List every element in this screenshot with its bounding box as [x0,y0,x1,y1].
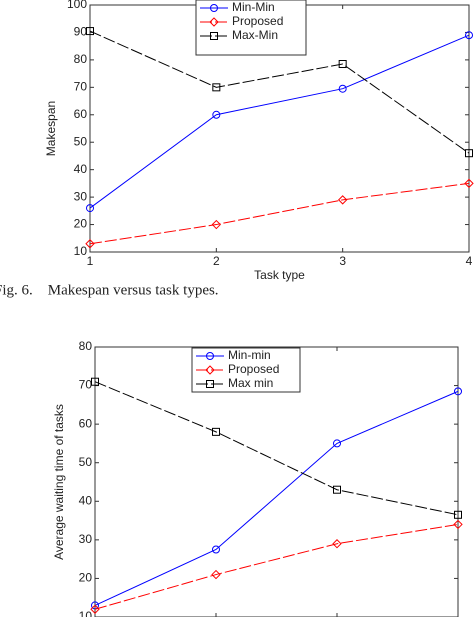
x-tick-label: 1 [87,254,94,268]
y-tick-label: 60 [79,416,93,430]
series-line [94,381,459,516]
y-tick-label: 70 [74,80,88,94]
y-tick-label: 20 [74,217,88,231]
series [86,31,473,213]
marker [453,519,463,530]
marker [333,439,341,448]
series [86,27,473,158]
y-tick-label: 10 [74,244,88,258]
legend-label: Max min [228,376,273,390]
legend-marker [206,380,214,388]
legend-label: Proposed [228,362,279,376]
y-tick-label: 50 [74,134,88,148]
y-tick-label: 80 [74,52,88,66]
marker [465,31,473,40]
marker [464,178,474,189]
y-tick-label: 10 [79,609,93,617]
marker [454,510,462,519]
x-tick-label: 2 [213,254,220,268]
y-tick-label: 40 [79,493,93,507]
marker [454,387,462,396]
series-line [89,30,470,154]
marker [91,377,99,386]
x-tick-label: 3 [339,254,346,268]
legend-marker [210,32,218,40]
series-line [89,182,470,245]
series-line [94,390,459,606]
legend-label: Proposed [232,14,283,28]
y-tick-label: 100 [67,0,87,11]
series-line [94,523,459,610]
marker [212,110,221,119]
marker [212,427,220,436]
series [85,178,474,249]
y-axis-label: Average waiting time of tasks [52,404,66,560]
marker [333,485,341,494]
legend-box [191,347,301,393]
y-tick-label: 30 [74,189,88,203]
marker [90,604,100,614]
marker [86,204,94,213]
legend-label: Min-Min [232,0,275,14]
legend-marker [210,4,218,12]
legend-marker [206,352,214,360]
plot-frame [94,346,459,617]
y-tick-label: 40 [74,162,88,176]
y-axis-label: Makespan [44,101,58,156]
marker [212,83,221,92]
y-tick-label: 20 [79,571,93,585]
y-tick-label: 50 [79,455,93,469]
y-tick-label: 30 [79,532,93,546]
marker [212,545,220,554]
x-axis-label: Task type [254,268,305,282]
marker [86,27,94,36]
legend-marker [209,17,219,27]
legend-marker [205,365,215,375]
marker [338,84,347,93]
y-tick-label: 70 [79,378,93,392]
marker [332,539,342,549]
y-tick-label: 80 [79,339,93,353]
y-tick-label: 60 [74,107,88,121]
marker [211,569,221,580]
y-tick-label: 90 [74,25,88,39]
marker [338,60,347,69]
series [91,387,462,610]
marker [337,195,348,205]
marker [85,239,95,249]
x-tick-label: 4 [466,254,473,268]
legend-label: Min-min [228,348,271,362]
marker [465,149,473,158]
figure-caption: Fig. 6. Makespan versus task types. [0,282,219,298]
series [91,377,462,519]
marker [211,219,222,230]
legend-label: Max-Min [232,28,278,42]
legend-box [195,0,307,56]
series [90,519,463,614]
series-line [89,34,470,209]
